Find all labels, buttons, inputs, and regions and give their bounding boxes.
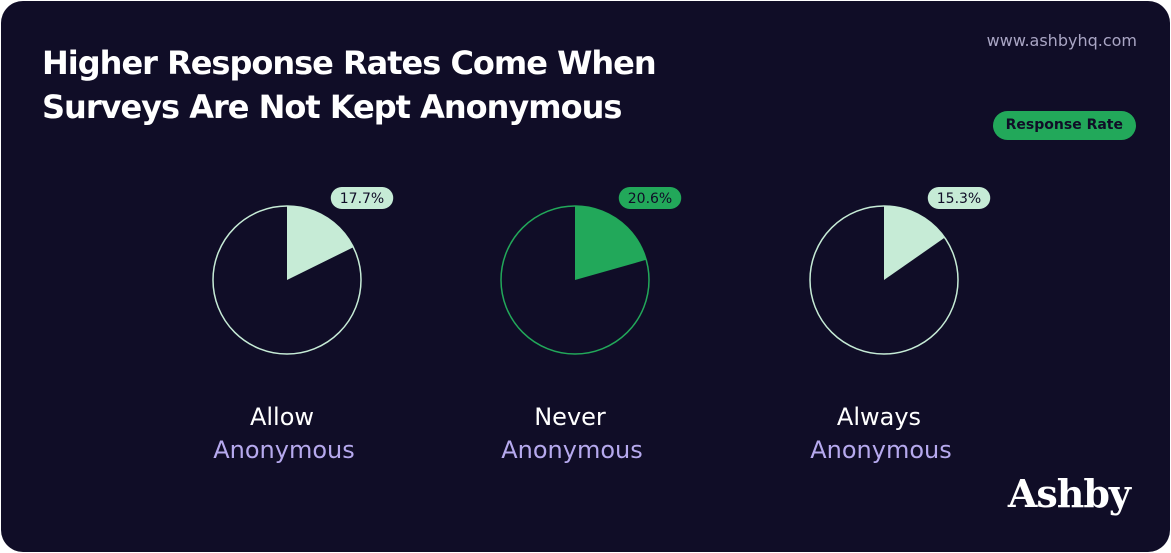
category-sublabel: Anonymous xyxy=(810,436,952,464)
value-label-pill xyxy=(330,187,394,209)
category-label: Allow xyxy=(250,403,314,431)
pie-slice xyxy=(884,206,945,280)
category-label: Never xyxy=(534,403,606,431)
pie-slice xyxy=(575,206,647,280)
category-sublabel: Anonymous xyxy=(501,436,643,464)
brand-logo: Ashby xyxy=(1007,471,1131,516)
legend-entry: Response Rate xyxy=(992,111,1136,140)
chart-title: Higher Response Rates Come When Surveys … xyxy=(42,44,657,126)
pie-slice xyxy=(287,205,354,280)
value-label: 15.3% xyxy=(937,191,981,207)
value-label-pill xyxy=(927,187,991,209)
value-label: 17.7% xyxy=(340,191,384,207)
value-label-pill xyxy=(618,187,682,209)
category-sublabel: Anonymous xyxy=(213,436,355,464)
category-label: Always xyxy=(837,403,921,431)
value-label: 20.6% xyxy=(628,191,672,207)
source: www.ashbyhq.com xyxy=(986,31,1137,50)
